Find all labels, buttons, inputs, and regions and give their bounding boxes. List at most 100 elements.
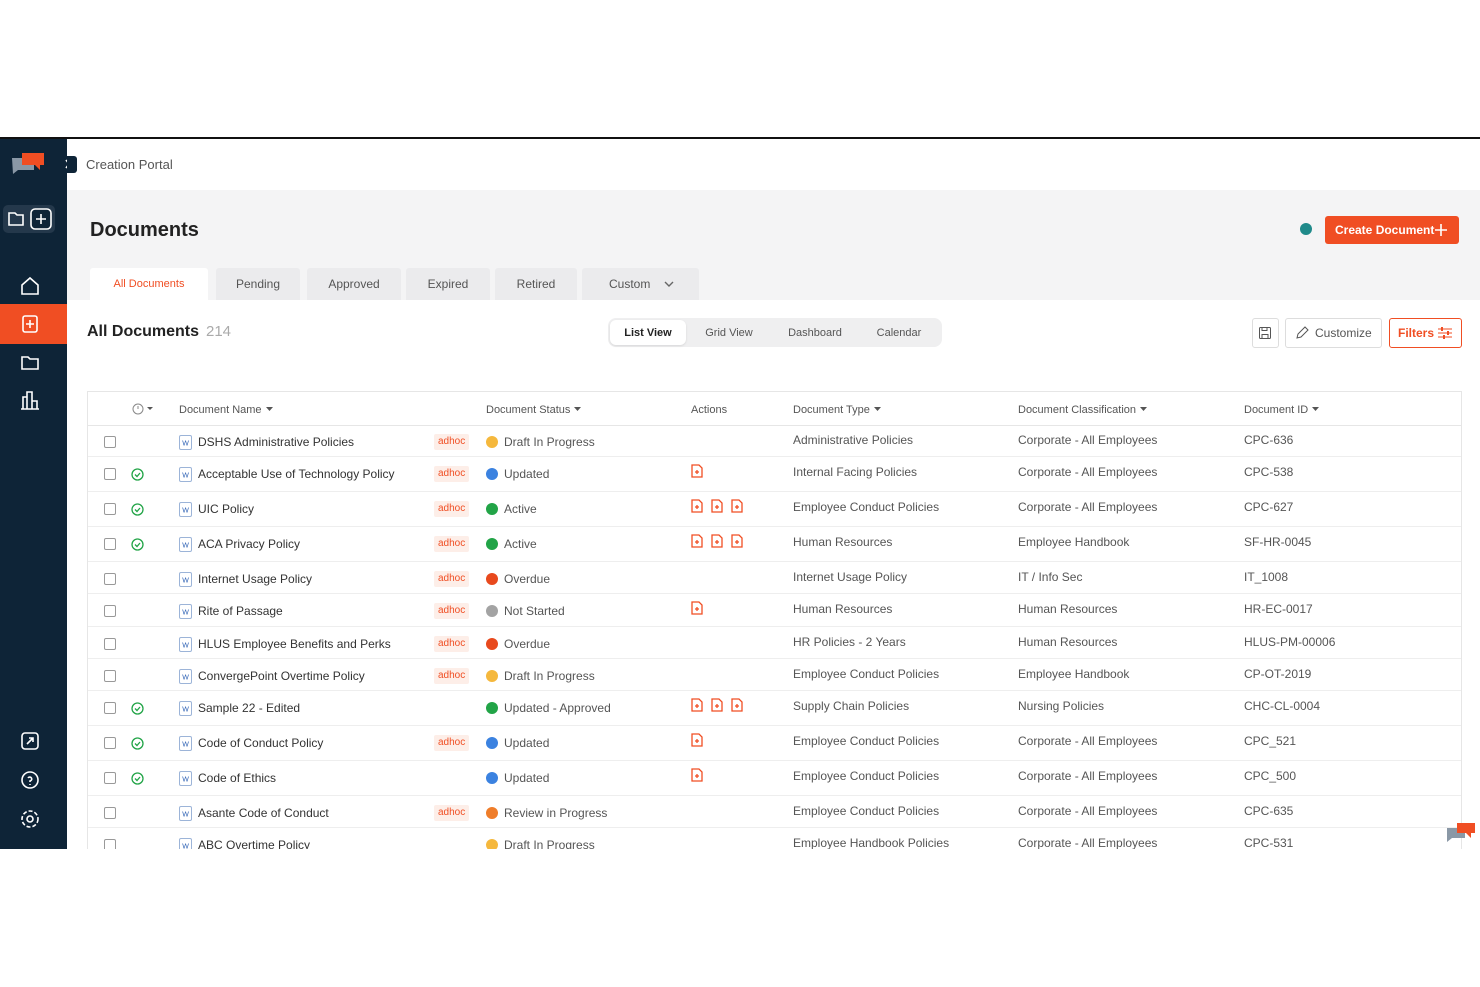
document-classification: Corporate - All Employees — [1018, 768, 1157, 784]
row-checkbox[interactable] — [104, 538, 116, 550]
list-title: All Documents — [87, 322, 199, 342]
document-classification: Corporate - All Employees — [1018, 835, 1157, 849]
row-checkbox[interactable] — [104, 638, 116, 650]
document-id: CPC_521 — [1244, 733, 1296, 749]
row-checkbox[interactable] — [104, 702, 116, 714]
customize-label[interactable]: Customize — [1315, 325, 1372, 341]
tab-label[interactable]: Custom — [609, 276, 650, 292]
adhoc-tag: adhoc — [434, 466, 469, 482]
word-icon: W — [179, 838, 192, 849]
row-checkbox[interactable] — [104, 573, 116, 585]
action-icons — [691, 768, 751, 783]
document-id: CHC-CL-0004 — [1244, 698, 1320, 714]
column-header: Actions — [691, 402, 727, 418]
document-name[interactable]: HLUS Employee Benefits and Perks — [198, 636, 391, 652]
tab-label[interactable]: All Documents — [90, 276, 208, 292]
document-id: HLUS-PM-00006 — [1244, 634, 1335, 650]
status-text: Overdue — [504, 571, 550, 587]
status-text: Not Started — [504, 603, 565, 619]
document-name[interactable]: Sample 22 - Edited — [198, 700, 300, 716]
document-name[interactable]: Code of Conduct Policy — [198, 735, 323, 751]
document-id: CPC-635 — [1244, 803, 1293, 819]
document-type: Employee Conduct Policies — [793, 666, 939, 682]
document-name[interactable]: Code of Ethics — [198, 770, 276, 786]
row-checkbox[interactable] — [104, 807, 116, 819]
status-dot — [486, 468, 498, 480]
status-text: Draft In Progress — [504, 434, 595, 450]
column-header[interactable]: Document ID — [1244, 402, 1308, 418]
verified-icon — [131, 468, 144, 481]
tab-label[interactable]: Expired — [406, 276, 490, 292]
status-dot — [486, 702, 498, 714]
adhoc-tag: adhoc — [434, 735, 469, 751]
adhoc-tag: adhoc — [434, 805, 469, 821]
filters-label[interactable]: Filters — [1398, 325, 1434, 341]
svg-text:W: W — [182, 742, 189, 749]
svg-text:W: W — [182, 643, 189, 650]
view-tab[interactable]: Dashboard — [772, 325, 858, 341]
row-checkbox[interactable] — [104, 503, 116, 515]
edit-icon — [1295, 326, 1309, 340]
document-name[interactable]: DSHS Administrative Policies — [198, 434, 354, 450]
document-name[interactable]: UIC Policy — [198, 501, 254, 517]
column-header[interactable]: Document Type — [793, 402, 870, 418]
document-id: IT_1008 — [1244, 569, 1288, 585]
row-checkbox[interactable] — [104, 737, 116, 749]
adhoc-tag: adhoc — [434, 636, 469, 652]
status-dot — [486, 605, 498, 617]
document-id: SF-HR-0045 — [1244, 534, 1311, 550]
document-id: HR-EC-0017 — [1244, 601, 1313, 617]
document-name[interactable]: Asante Code of Conduct — [198, 805, 329, 821]
verified-icon — [131, 772, 144, 785]
top-bar — [67, 139, 1480, 190]
svg-text:W: W — [182, 473, 189, 480]
document-name[interactable]: Acceptable Use of Technology Policy — [198, 466, 395, 482]
document-classification: Employee Handbook — [1018, 534, 1129, 550]
document-name[interactable]: ABC Overtime Policy — [198, 837, 310, 849]
tab-label[interactable]: Retired — [495, 276, 577, 292]
row-checkbox[interactable] — [104, 605, 116, 617]
row-checkbox[interactable] — [104, 772, 116, 784]
svg-text:W: W — [182, 441, 189, 448]
word-icon: W — [179, 467, 192, 482]
view-tab[interactable]: Grid View — [688, 325, 770, 341]
action-icons — [691, 534, 751, 549]
row-checkbox[interactable] — [104, 670, 116, 682]
row-checkbox[interactable] — [104, 468, 116, 480]
document-type: Human Resources — [793, 534, 892, 550]
breadcrumb[interactable]: Creation Portal — [86, 157, 173, 173]
adhoc-tag: adhoc — [434, 571, 469, 587]
column-header[interactable]: Document Name — [179, 402, 262, 418]
create-button-label[interactable]: Create Document — [1335, 222, 1434, 238]
document-name[interactable]: Internet Usage Policy — [198, 571, 312, 587]
status-dot — [486, 538, 498, 550]
chat-widget[interactable] — [1446, 822, 1478, 846]
document-name[interactable]: ConvergePoint Overtime Policy — [198, 668, 365, 684]
document-classification: Corporate - All Employees — [1018, 803, 1157, 819]
document-name[interactable]: Rite of Passage — [198, 603, 283, 619]
svg-text:W: W — [182, 777, 189, 784]
document-classification: Corporate - All Employees — [1018, 464, 1157, 480]
list-count: 214 — [206, 322, 231, 342]
status-dot — [486, 573, 498, 585]
status-text: Updated — [504, 770, 549, 786]
svg-text:W: W — [182, 610, 189, 617]
status-text: Active — [504, 501, 537, 517]
row-checkbox[interactable] — [104, 839, 116, 849]
column-header[interactable]: Document Classification — [1018, 402, 1136, 418]
word-icon: W — [179, 701, 192, 716]
document-type: Employee Conduct Policies — [793, 733, 939, 749]
document-id: CPC-636 — [1244, 432, 1293, 448]
status-dot — [486, 503, 498, 515]
tab-label[interactable]: Pending — [216, 276, 300, 292]
sync-icon[interactable] — [1298, 221, 1314, 237]
tab-label[interactable]: Approved — [307, 276, 401, 292]
svg-text:W: W — [182, 543, 189, 550]
plus-icon — [1434, 223, 1448, 237]
document-name[interactable]: ACA Privacy Policy — [198, 536, 300, 552]
row-checkbox[interactable] — [104, 436, 116, 448]
view-tab[interactable]: Calendar — [860, 325, 938, 341]
column-header[interactable]: Document Status — [486, 402, 570, 418]
view-tab[interactable]: List View — [610, 325, 686, 341]
word-icon: W — [179, 435, 192, 450]
